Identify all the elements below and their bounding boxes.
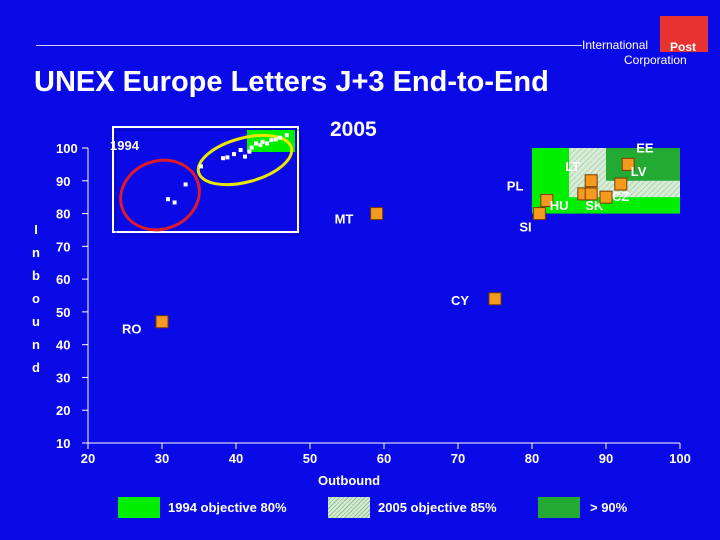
logo-line2: Corporation	[624, 53, 687, 67]
inset-point	[258, 143, 263, 148]
point-label-sk: SK	[585, 198, 604, 213]
y-tick-label: 50	[56, 305, 70, 320]
y-tick-label: 30	[56, 370, 70, 385]
point-label-mt: MT	[335, 212, 354, 227]
inset-point	[221, 156, 225, 161]
point-label-pl: PL	[507, 178, 524, 193]
inset-point	[232, 152, 236, 157]
x-axis-label: Outbound	[318, 473, 381, 488]
point-lt	[584, 174, 598, 188]
y-tick-label: 20	[56, 403, 70, 418]
x-tick-label: 70	[451, 451, 465, 466]
x-tick-label: 30	[155, 451, 169, 466]
inset-point	[284, 133, 289, 138]
inset-point	[199, 164, 203, 169]
inset-point	[225, 155, 230, 160]
y-tick-label: 80	[56, 207, 70, 222]
point-sk	[584, 187, 598, 201]
inset-point	[254, 141, 258, 146]
inset-point	[265, 141, 269, 146]
header-rule	[36, 45, 582, 46]
x-tick-label: 100	[669, 451, 691, 466]
x-tick-label: 50	[303, 451, 317, 466]
inset-point	[278, 135, 283, 140]
x-tick-label: 60	[377, 451, 391, 466]
point-ee	[621, 157, 635, 171]
y-tick-label: 100	[56, 141, 78, 156]
legend-swatch-80	[118, 497, 160, 518]
inset-point	[269, 138, 274, 143]
x-tick-label: 40	[229, 451, 243, 466]
inset-point	[247, 149, 252, 154]
legend-label-85: 2005 objective 85%	[378, 500, 497, 515]
y-tick-label: 70	[56, 239, 70, 254]
point-label-ro: RO	[122, 322, 142, 337]
inset-point	[172, 200, 177, 205]
logo-post: Post	[670, 40, 697, 54]
point-cz	[599, 190, 613, 204]
y-tick-label: 90	[56, 174, 70, 189]
inset-point	[260, 139, 265, 144]
point-label-si: SI	[519, 220, 531, 235]
point-label-cy: CY	[451, 293, 469, 308]
inset-point	[273, 137, 278, 142]
legend-swatch-90	[538, 497, 580, 518]
point-si	[532, 207, 546, 221]
logo-line1: International	[582, 38, 649, 52]
point-lv	[614, 177, 628, 191]
ellipse-1994-high	[196, 133, 294, 187]
inset-point	[183, 182, 188, 187]
point-label-ee: EE	[636, 140, 654, 155]
point-mt	[370, 207, 384, 221]
point-label-cz: CZ	[612, 189, 629, 204]
label-1994: 1994	[110, 138, 140, 153]
x-tick-label: 20	[81, 451, 95, 466]
y-tick-label: 40	[56, 338, 70, 353]
y-tick-label: 10	[56, 436, 70, 451]
x-tick-label: 80	[525, 451, 539, 466]
point-cy	[488, 292, 502, 306]
legend-label-80: 1994 objective 80%	[168, 500, 287, 515]
inset-point	[166, 197, 170, 202]
x-tick-label: 90	[599, 451, 613, 466]
page-title: UNEX Europe Letters J+3 End-to-End	[34, 66, 549, 98]
point-ro	[155, 315, 169, 329]
label-2005: 2005	[330, 118, 377, 141]
inset-point	[238, 148, 243, 152]
ipc-logo-box	[660, 16, 708, 52]
inset-point	[243, 154, 247, 159]
point-label-lt: LT	[565, 159, 580, 174]
legend-label-90: > 90%	[590, 500, 628, 515]
point-label-lv: LV	[631, 164, 647, 179]
zone-90	[606, 148, 680, 181]
point-label-hu: HU	[550, 198, 569, 213]
y-tick-label: 60	[56, 272, 70, 287]
ellipse-1994-low	[119, 158, 201, 232]
legend-swatch-85	[328, 497, 370, 518]
point-pl	[540, 193, 554, 207]
inset-point	[249, 145, 254, 150]
inset-shadow	[115, 129, 302, 236]
